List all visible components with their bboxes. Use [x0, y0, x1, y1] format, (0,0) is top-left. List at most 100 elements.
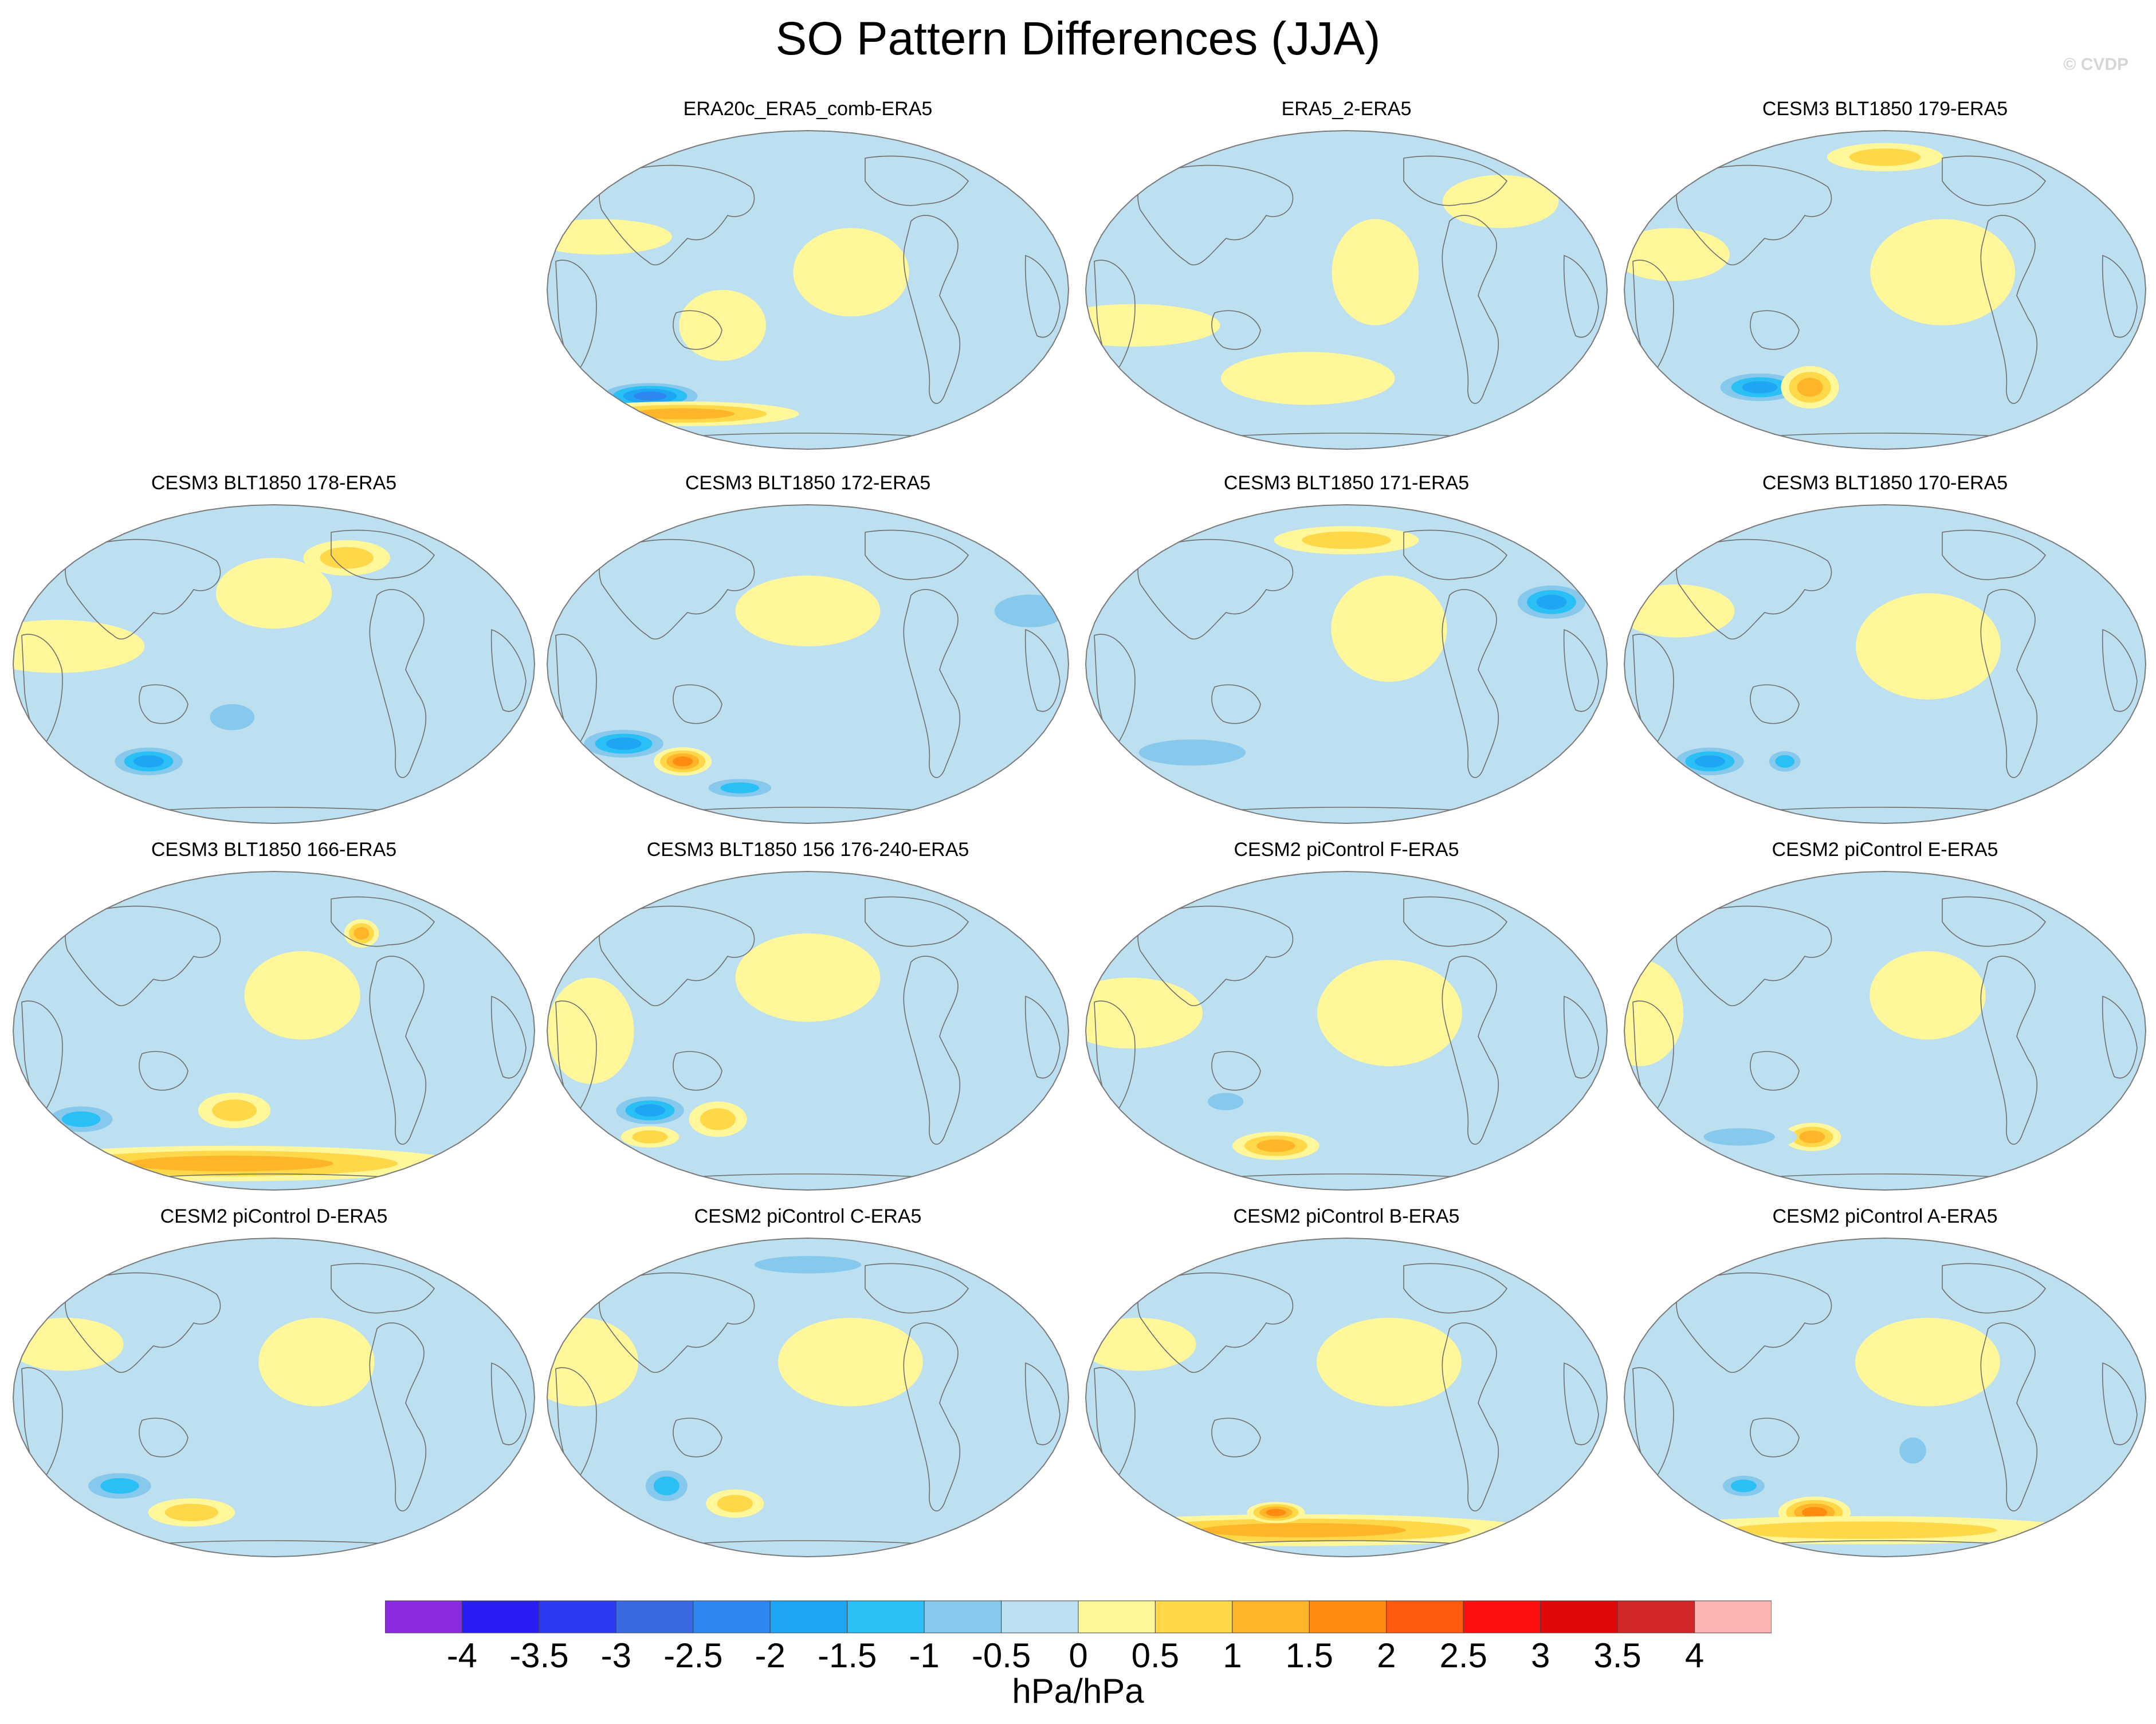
contour-blob [1729, 1521, 1997, 1539]
map-field [1623, 129, 2147, 450]
main-title: SO Pattern Differences (JJA) [775, 13, 1381, 65]
coastline [65, 905, 221, 1007]
map-field [12, 504, 536, 824]
contour-blob [127, 1156, 333, 1172]
coastline [1942, 155, 2047, 206]
colorbar-tick-label: -3 [600, 1636, 631, 1675]
colorbar-box [693, 1600, 771, 1633]
coastline [369, 589, 427, 778]
contour-blob [354, 927, 370, 940]
coastline [65, 539, 221, 640]
coastline [1137, 905, 1294, 1007]
contour-blob [633, 391, 667, 401]
map-panel: ERA20c_ERA5_comb-ERA5 [544, 97, 1071, 470]
contour-blob [1256, 1139, 1295, 1152]
colorbar-units: hPa/hPa [1012, 1672, 1144, 1710]
contour-blob [215, 557, 332, 629]
map-field [1623, 504, 2147, 824]
colorbar-tick-label: -1.5 [817, 1636, 877, 1675]
contour-blob [212, 1099, 257, 1121]
contour-blob [320, 547, 374, 569]
map-field [1085, 870, 1608, 1191]
coastline [599, 164, 755, 266]
map-panel: CESM3 BLT1850 172-ERA5 [544, 472, 1071, 844]
contour-blob [994, 594, 1066, 627]
colorbar-box [539, 1600, 616, 1633]
map-border [1623, 870, 2147, 1191]
contour-blob [1624, 584, 1735, 638]
coastline [673, 1417, 722, 1458]
colorbar-tick-label: 3 [1531, 1636, 1550, 1675]
map-field [1623, 1237, 2147, 1558]
coastline [1024, 995, 1061, 1079]
colorbar-box [1540, 1600, 1618, 1633]
coastline [673, 310, 722, 350]
colorbar-box [1386, 1600, 1464, 1633]
coastline [1942, 529, 2047, 580]
contour-blob [1331, 575, 1447, 682]
colorbar-tick-label: -2.5 [663, 1636, 723, 1675]
contour-blob [1443, 175, 1559, 228]
contour-blob [735, 575, 881, 647]
coastline [139, 1417, 188, 1458]
contour-blob [1138, 739, 1246, 766]
colorbar-box [385, 1600, 462, 1633]
map-field [1623, 870, 2147, 1191]
coastline [331, 896, 435, 947]
contour-blob [754, 1256, 862, 1274]
panel-title: CESM3 BLT1850 178-ERA5 [151, 472, 397, 494]
contour-blob [1849, 148, 1921, 166]
contour-blob [1086, 1318, 1196, 1371]
contour-blob [100, 1478, 139, 1494]
coastline [1980, 589, 2038, 778]
colorbar-tick-label: -3.5 [509, 1636, 569, 1675]
map-panel: CESM2 piControl F-ERA5 [1083, 838, 1610, 1211]
contour-blob [244, 951, 360, 1040]
map-field [12, 1237, 536, 1558]
coastline [1403, 1263, 1508, 1314]
colorbar-box [1694, 1600, 1772, 1633]
contour-blob [62, 1111, 101, 1128]
map-border [1623, 129, 2147, 450]
map-field [1085, 504, 1608, 824]
colorbar-tick-label: -0.5 [971, 1636, 1031, 1675]
panel-title: CESM2 piControl F-ERA5 [1234, 839, 1459, 861]
coastline [1676, 539, 1832, 640]
coastline [599, 539, 755, 640]
coastline [1024, 1362, 1061, 1446]
coastline [1980, 956, 2038, 1145]
colorbar-box [615, 1600, 694, 1633]
panel-title: CESM3 BLT1850 172-ERA5 [685, 472, 931, 494]
coastline [1750, 1417, 1800, 1458]
colorbar-box [769, 1600, 848, 1633]
map-border [546, 870, 1070, 1191]
contour-blob [1870, 951, 1986, 1040]
panel-title: ERA5_2-ERA5 [1281, 98, 1412, 120]
coastline [2102, 1362, 2138, 1446]
coastline [1676, 905, 1832, 1007]
coastline [139, 684, 188, 724]
panel-title: CESM3 BLT1850 156 176-240-ERA5 [646, 839, 969, 861]
coastline [1442, 215, 1499, 404]
contour-blob [164, 1503, 219, 1521]
contour-blob [13, 1318, 124, 1371]
contour-blob [673, 756, 693, 767]
contour-blob [1266, 1509, 1286, 1517]
colorbar-box [461, 1600, 540, 1633]
map-border [1623, 504, 2147, 824]
colorbar-tick-label: 0 [1069, 1636, 1088, 1675]
contour-blob [1624, 960, 1684, 1066]
contour-blob [700, 1108, 736, 1130]
coastline [1563, 629, 1599, 712]
colorbar-box [924, 1600, 1002, 1633]
contour-blob [1856, 593, 2001, 700]
coastline [2102, 995, 2138, 1079]
map-field [546, 129, 1070, 450]
coastline [1403, 896, 1508, 947]
colorbar-tick-label: 2 [1377, 1636, 1396, 1675]
colorbar-tick-label: -1 [909, 1636, 940, 1675]
panel-title: CESM3 BLT1850 179-ERA5 [1762, 98, 2008, 120]
coastline [1211, 1051, 1261, 1091]
coastline [65, 1272, 221, 1373]
contour-blob [1302, 531, 1391, 549]
